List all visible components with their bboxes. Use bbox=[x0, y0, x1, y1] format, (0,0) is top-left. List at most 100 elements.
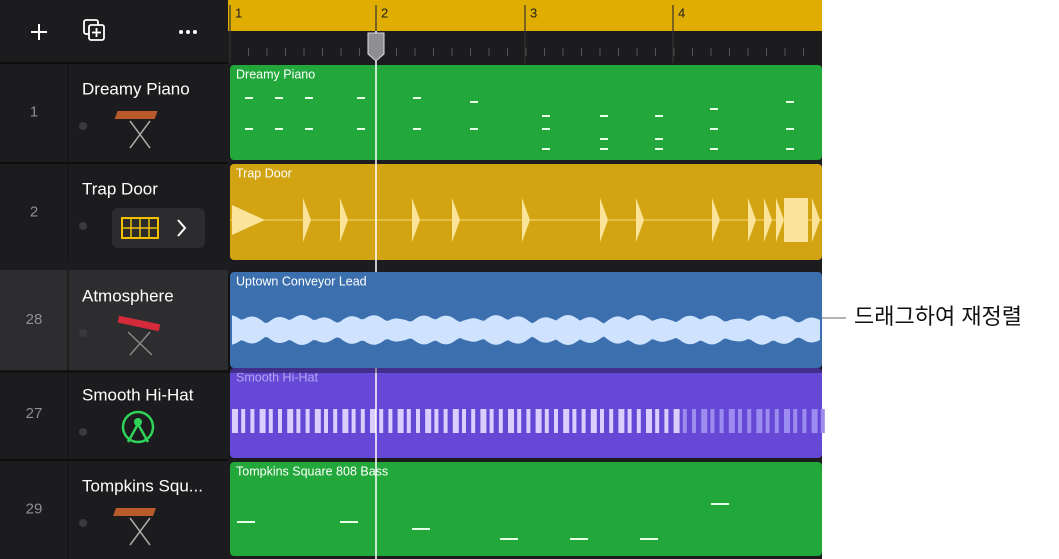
track-number-cell bbox=[0, 63, 68, 162]
track-name[interactable]: Trap Door bbox=[82, 179, 158, 198]
track-name[interactable]: Tompkins Squ... bbox=[82, 476, 203, 495]
instrument-icon bbox=[117, 315, 161, 332]
waveform bbox=[340, 198, 348, 242]
hihat-hit bbox=[508, 409, 514, 433]
midi-note bbox=[655, 138, 663, 140]
more-button[interactable] bbox=[179, 30, 197, 34]
bar-number: 2 bbox=[381, 5, 388, 20]
track-name[interactable]: Dreamy Piano bbox=[82, 79, 190, 98]
midi-note bbox=[655, 115, 663, 117]
hihat-hit bbox=[296, 409, 301, 433]
record-dot bbox=[79, 222, 87, 230]
midi-note bbox=[357, 97, 365, 99]
midi-note bbox=[710, 128, 718, 130]
midi-note bbox=[542, 115, 550, 117]
hihat-hit bbox=[655, 409, 660, 433]
hihat-hit bbox=[462, 409, 466, 433]
midi-note bbox=[600, 138, 608, 140]
track-number: 28 bbox=[26, 311, 43, 328]
hihat-hit bbox=[701, 409, 708, 433]
midi-note bbox=[413, 128, 421, 130]
hihat-hit bbox=[379, 409, 384, 433]
hihat-hit bbox=[563, 409, 570, 433]
midi-note bbox=[237, 521, 255, 523]
hihat-hit bbox=[250, 409, 255, 433]
duplicate-button[interactable] bbox=[83, 19, 105, 41]
hihat-hit bbox=[471, 409, 476, 433]
hihat-hit bbox=[452, 409, 459, 433]
midi-note bbox=[711, 503, 729, 505]
midi-note bbox=[542, 148, 550, 150]
waveform bbox=[776, 198, 784, 242]
waveform bbox=[636, 198, 644, 242]
track-number: 1 bbox=[30, 103, 38, 120]
track-number-cell bbox=[0, 369, 68, 459]
hihat-hit bbox=[802, 409, 807, 433]
midi-note bbox=[600, 115, 608, 117]
midi-note bbox=[245, 97, 253, 99]
drum-icon bbox=[121, 410, 155, 444]
midi-note bbox=[600, 148, 608, 150]
hihat-hit bbox=[756, 409, 763, 433]
hihat-hit bbox=[268, 409, 273, 433]
waveform bbox=[812, 198, 820, 242]
hihat-hit bbox=[526, 409, 531, 433]
hihat-hit bbox=[692, 409, 696, 433]
hihat-hit bbox=[793, 409, 798, 433]
hihat-hit bbox=[388, 409, 393, 433]
hihat-hit bbox=[241, 409, 246, 433]
hihat-hit bbox=[747, 409, 752, 433]
hihat-hit bbox=[406, 409, 411, 433]
midi-note bbox=[786, 128, 794, 130]
bar-number: 4 bbox=[678, 5, 685, 20]
hihat-hit bbox=[425, 409, 432, 433]
waveform bbox=[748, 198, 756, 242]
ruler: 1 2 3 4 bbox=[229, 5, 804, 63]
midi-note bbox=[413, 97, 421, 99]
bar-number: 1 bbox=[235, 5, 242, 20]
add-track-button[interactable] bbox=[31, 24, 47, 40]
track-1: 1 Dreamy Piano Dreamy Piano bbox=[0, 62, 822, 162]
hihat-hit bbox=[572, 409, 577, 433]
track-2: 2 Trap Door Trap Door bbox=[0, 162, 822, 262]
hihat-hit bbox=[673, 409, 680, 433]
hihat-hit bbox=[600, 409, 604, 433]
hihat-hit bbox=[811, 409, 818, 433]
hihat-hit bbox=[544, 409, 549, 433]
midi-note bbox=[305, 128, 313, 130]
hihat-hit bbox=[774, 409, 779, 433]
region[interactable] bbox=[230, 65, 822, 160]
hihat-hit bbox=[627, 409, 632, 433]
playhead-handle[interactable] bbox=[367, 32, 385, 62]
track-name[interactable]: Atmosphere bbox=[82, 286, 174, 305]
midi-note bbox=[275, 128, 283, 130]
region[interactable] bbox=[230, 462, 822, 556]
instrument-icon bbox=[129, 517, 151, 546]
track-name[interactable]: Smooth Hi-Hat bbox=[82, 385, 194, 404]
hihat-hit bbox=[278, 409, 282, 433]
region-name: Trap Door bbox=[236, 166, 292, 180]
hihat-hit bbox=[370, 409, 376, 433]
hihat-hit bbox=[728, 409, 735, 433]
hihat-hit bbox=[351, 409, 356, 433]
midi-note bbox=[275, 97, 283, 99]
region-name: Tompkins Square 808 Bass bbox=[236, 464, 388, 478]
midi-note bbox=[305, 97, 313, 99]
track-number: 2 bbox=[30, 203, 38, 220]
hihat-hit bbox=[416, 409, 420, 433]
bar-number: 3 bbox=[530, 5, 537, 20]
midi-note bbox=[470, 128, 478, 130]
hihat-hit bbox=[609, 409, 614, 433]
hihat-hit bbox=[682, 409, 687, 433]
track-3: 28 Atmosphere Uptown Conveyor Lead bbox=[0, 270, 822, 373]
hihat-hit bbox=[784, 409, 790, 433]
midi-note bbox=[786, 148, 794, 150]
midi-note bbox=[245, 128, 253, 130]
region[interactable] bbox=[230, 368, 822, 458]
midi-note bbox=[640, 538, 658, 540]
midi-note bbox=[710, 148, 718, 150]
record-dot bbox=[79, 122, 87, 130]
track-number-cell bbox=[0, 163, 68, 262]
track-header bbox=[68, 369, 228, 459]
